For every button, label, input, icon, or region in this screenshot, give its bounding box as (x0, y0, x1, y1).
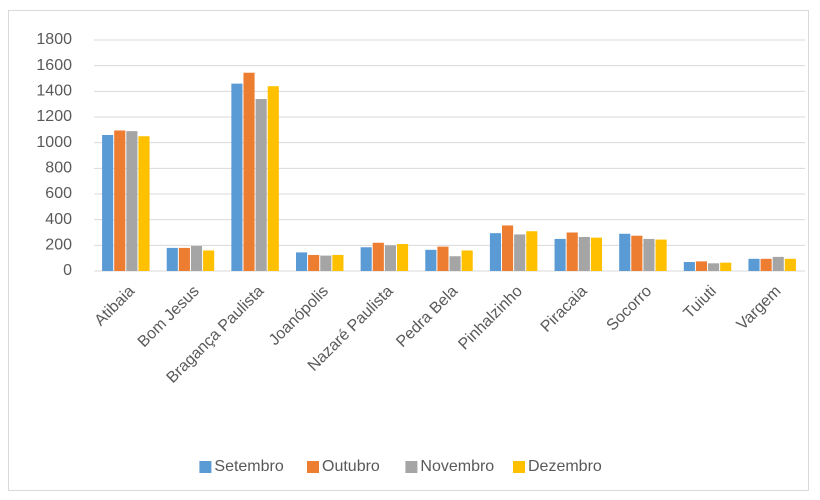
bar (643, 238, 655, 271)
bar (203, 250, 215, 271)
bar (437, 246, 449, 271)
legend-label: Outubro (322, 458, 380, 475)
bar (295, 252, 308, 271)
bar (578, 236, 590, 271)
bar (655, 239, 667, 271)
bar (502, 225, 514, 271)
bar (138, 136, 150, 271)
bar (695, 261, 708, 271)
y-tick-label: 600 (45, 185, 72, 202)
legend-swatch (405, 461, 418, 473)
bar (720, 262, 732, 271)
y-tick-label: 1600 (36, 57, 72, 74)
bar (114, 130, 126, 271)
bar (526, 231, 538, 271)
bar (425, 249, 437, 271)
bar (396, 244, 409, 271)
legend-label: Novembro (420, 458, 494, 475)
legend-label: Dezembro (528, 458, 602, 475)
bar (332, 254, 344, 271)
bar (243, 72, 255, 271)
bar (708, 263, 720, 271)
bar (489, 233, 502, 271)
bar (178, 247, 190, 271)
legend-swatch (307, 461, 319, 473)
bar (514, 234, 526, 271)
bar (619, 233, 631, 271)
y-tick-label: 1400 (36, 83, 72, 100)
legend-swatch (199, 461, 212, 473)
bar (760, 258, 772, 271)
bar (784, 258, 796, 271)
bar (748, 258, 760, 271)
bar (683, 262, 695, 271)
bar (554, 238, 566, 271)
bar (308, 254, 320, 271)
bar (267, 86, 279, 271)
bar (461, 250, 473, 271)
bar (449, 256, 461, 271)
bar (631, 235, 643, 271)
y-tick-label: 400 (45, 211, 72, 228)
bar (166, 247, 178, 271)
bar (772, 256, 784, 271)
bar (190, 245, 203, 271)
y-tick-label: 1200 (36, 108, 72, 125)
y-tick-label: 0 (63, 262, 72, 279)
bar (590, 237, 603, 271)
y-tick-label: 200 (45, 237, 72, 254)
legend-swatch (513, 461, 525, 473)
bar (384, 245, 396, 271)
bar (231, 83, 243, 271)
bar (102, 134, 114, 271)
bar (255, 99, 267, 272)
bar (372, 242, 384, 271)
y-tick-label: 1800 (36, 31, 72, 48)
bar (566, 232, 578, 271)
bar (360, 247, 372, 271)
bar (320, 255, 332, 271)
legend-label: Setembro (214, 458, 283, 475)
y-tick-label: 1000 (36, 134, 72, 151)
bar (126, 131, 138, 271)
y-tick-label: 800 (45, 160, 72, 177)
